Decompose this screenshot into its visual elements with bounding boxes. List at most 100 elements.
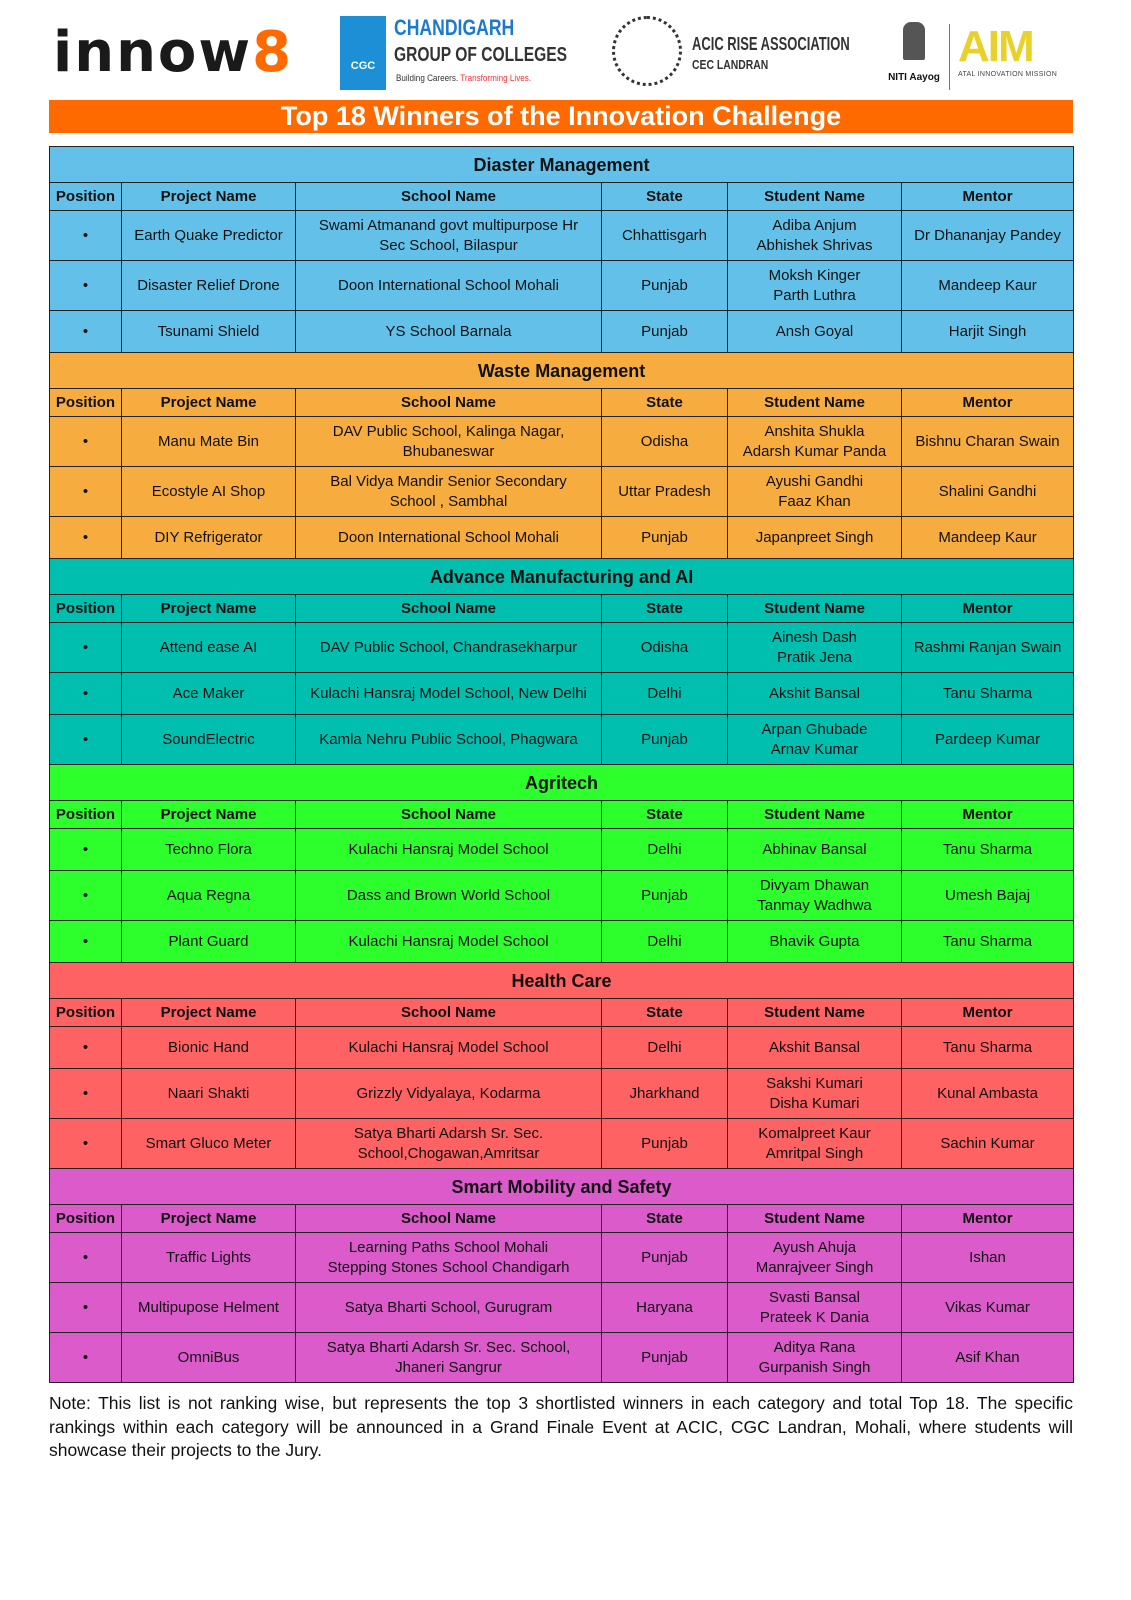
cell-project-name: Tsunami Shield [121,310,296,353]
section-health-care: Health Care Position Project Name School Na… [48,962,1075,1169]
cgc-line1: CHANDIGARH [394,15,515,40]
cell-mentor: Tanu Sharma [900,672,1075,715]
column-header-student-name: Student Name [727,800,902,829]
emblem-icon [903,22,925,60]
table-row: • OmniBus Satya Bharti Adarsh Sr. Sec. Sch… [49,1332,1075,1383]
cell-mentor: Vikas Kumar [900,1282,1075,1333]
page-title: Top 18 Winners of the Innovation Challen… [49,100,1073,133]
table-row: • Traffic Lights Learning Paths School Moh… [49,1232,1075,1283]
cell-position: • [49,920,122,963]
cell-state: Odisha [601,416,728,467]
table-row: • Manu Mate Bin DAV Public School, Kalinga… [49,416,1075,467]
cell-school-name: Kamla Nehru Public School, Phagwara [295,714,602,765]
cell-project-name: Bionic Hand [121,1026,296,1069]
cell-school-name: Doon International School Mohali [295,260,602,311]
cell-student-name: Akshit Bansal [727,1026,902,1069]
cell-state: Punjab [601,714,728,765]
cell-project-name: Smart Gluco Meter [121,1118,296,1169]
cell-position: • [49,828,122,871]
column-header-state: State [601,1204,728,1233]
niti-aayog-text: NITI Aayog [888,72,940,83]
cell-mentor: Mandeep Kaur [900,516,1075,559]
column-header-project-name: Project Name [121,388,296,417]
cell-project-name: Multipupose Helment [121,1282,296,1333]
header-row: Position Project Name School Name State Stud… [49,1204,1075,1233]
cell-student-name: Divyam Dhawan Tanmay Wadhwa [727,870,902,921]
cell-state: Delhi [601,1026,728,1069]
cell-student-name: Ansh Goyal [727,310,902,353]
aim-subtitle: ATAL INNOVATION MISSION [958,71,1058,78]
column-header-student-name: Student Name [727,388,902,417]
column-header-school-name: School Name [295,998,602,1027]
cell-student-name: Ayush Ahuja Manrajveer Singh [727,1232,902,1283]
cell-position: • [49,1068,122,1119]
header-row: Position Project Name School Name State Stud… [49,388,1075,417]
cell-project-name: Plant Guard [121,920,296,963]
column-header-student-name: Student Name [727,998,902,1027]
column-header-project-name: Project Name [121,1204,296,1233]
column-header-student-name: Student Name [727,594,902,623]
column-header-school-name: School Name [295,594,602,623]
table-row: • DIY Refrigerator Doon International Scho… [49,516,1075,559]
header-row: Position Project Name School Name State Stud… [49,998,1075,1027]
cell-student-name: Svasti Bansal Prateek K Dania [727,1282,902,1333]
aim-logo: AIM ATAL INNOVATION MISSION [949,24,1071,90]
cell-student-name: Abhinav Bansal [727,828,902,871]
cell-mentor: Rashmi Ranjan Swain [900,622,1075,673]
column-header-project-name: Project Name [121,800,296,829]
column-header-position: Position [49,800,122,829]
cell-school-name: Kulachi Hansraj Model School, New Delhi [295,672,602,715]
column-header-school-name: School Name [295,182,602,211]
cell-state: Jharkhand [601,1068,728,1119]
acic-line2: CEC LANDRAN [692,57,769,72]
table-row: • Aqua Regna Dass and Brown World School Pu… [49,870,1075,921]
table-row: • SoundElectric Kamla Nehru Public School,… [49,714,1075,765]
logo-strip: innow8 CGC CHANDIGARH GROUP OF COLLEGES … [49,14,1073,94]
cell-mentor: Tanu Sharma [900,920,1075,963]
cgc-tagline2: Transforming Lives. [460,73,532,83]
cell-state: Punjab [601,310,728,353]
cell-position: • [49,1026,122,1069]
cell-student-name: Ayushi Gandhi Faaz Khan [727,466,902,517]
cell-state: Delhi [601,672,728,715]
table-row: • Naari Shakti Grizzly Vidyalaya, Kodarma J… [49,1068,1075,1119]
cell-mentor: Asif Khan [900,1332,1075,1383]
column-header-student-name: Student Name [727,1204,902,1233]
section-title: Advance Manufacturing and AI [48,558,1075,595]
cell-position: • [49,260,122,311]
cell-project-name: Attend ease AI [121,622,296,673]
cell-student-name: Bhavik Gupta [727,920,902,963]
cell-mentor: Ishan [900,1232,1075,1283]
column-header-position: Position [49,594,122,623]
cell-mentor: Kunal Ambasta [900,1068,1075,1119]
acic-logo: ACIC RISE ASSOCIATION CEC LANDRAN [612,14,882,90]
cell-position: • [49,516,122,559]
cell-state: Punjab [601,1332,728,1383]
header-row: Position Project Name School Name State Stud… [49,594,1075,623]
column-header-position: Position [49,998,122,1027]
cell-state: Delhi [601,920,728,963]
cgc-tagline1: Building Careers. [396,73,459,83]
wreath-icon [612,16,682,86]
section-title: Health Care [48,962,1075,999]
cell-state: Punjab [601,516,728,559]
section-title: Diaster Management [48,146,1075,183]
table-row: • Ace Maker Kulachi Hansraj Model School, … [49,672,1075,715]
cell-position: • [49,1118,122,1169]
note-text: Note: This list is not ranking wise, but… [49,1393,1073,1460]
table-row: • Tsunami Shield YS School Barnala Punjab An… [49,310,1075,353]
cell-mentor: Pardeep Kumar [900,714,1075,765]
table-row: • Earth Quake Predictor Swami Atmanand gov… [49,210,1075,261]
column-header-mentor: Mentor [900,800,1075,829]
column-header-mentor: Mentor [900,998,1075,1027]
cell-mentor: Harjit Singh [900,310,1075,353]
section-agritech: Agritech Position Project Name School Name S… [48,764,1075,963]
cell-student-name: Adiba Anjum Abhishek Shrivas [727,210,902,261]
column-header-school-name: School Name [295,800,602,829]
cell-school-name: Kulachi Hansraj Model School [295,920,602,963]
cgc-line2: GROUP OF COLLEGES [394,44,568,66]
cell-mentor: Bishnu Charan Swain [900,416,1075,467]
column-header-position: Position [49,1204,122,1233]
cell-student-name: Anshita Shukla Adarsh Kumar Panda [727,416,902,467]
cell-position: • [49,466,122,517]
